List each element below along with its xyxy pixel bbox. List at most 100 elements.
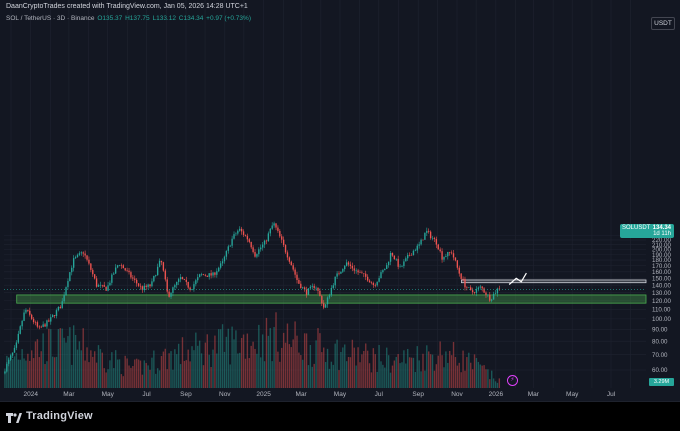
candle <box>63 291 65 304</box>
volume-bar <box>347 356 350 388</box>
candle-body <box>384 268 386 271</box>
candle <box>124 267 126 272</box>
volume-bar <box>456 365 459 388</box>
candle-body <box>155 275 157 276</box>
candle-body <box>345 262 348 266</box>
price-tick-label: 120.00 <box>652 298 671 305</box>
candle <box>170 292 172 300</box>
candle-body <box>254 252 256 257</box>
candle-body <box>296 274 298 280</box>
candle-body <box>288 257 291 262</box>
candle-body <box>410 255 413 256</box>
candle <box>450 250 453 255</box>
volume-bar <box>107 369 109 388</box>
candle-body <box>426 230 428 233</box>
candle-body <box>4 371 6 374</box>
candle-body <box>176 281 178 286</box>
volume-bar <box>206 334 208 388</box>
candle-body <box>429 231 432 239</box>
candle <box>114 264 117 275</box>
candle-body <box>63 295 65 302</box>
candle-body <box>219 263 222 268</box>
candle-body <box>145 285 147 287</box>
candle-body <box>290 261 292 266</box>
volume-bar <box>172 369 174 388</box>
candle <box>19 325 21 335</box>
candle-body <box>435 238 438 245</box>
volume-bar <box>187 349 189 388</box>
candle-body <box>447 251 449 257</box>
candle <box>97 283 100 287</box>
candle <box>239 226 241 232</box>
candle <box>324 303 327 309</box>
volume-bar <box>55 356 58 388</box>
candle-body <box>328 295 331 298</box>
currency-button[interactable]: USDT <box>651 17 675 30</box>
volume-bar <box>387 355 390 388</box>
candle <box>395 258 397 262</box>
candle-body <box>218 267 220 272</box>
volume-bar <box>231 326 233 388</box>
candle <box>208 273 210 280</box>
candle-body <box>491 299 493 301</box>
volume-bar <box>428 351 430 388</box>
candle-body <box>382 270 384 273</box>
candle <box>403 259 405 269</box>
candle-body <box>416 245 418 251</box>
volume-bar <box>319 333 321 388</box>
candle-body <box>93 274 96 279</box>
candle-body <box>475 288 478 293</box>
volume-bar <box>162 351 165 388</box>
volume-bar <box>34 341 37 388</box>
volume-bar <box>9 353 12 388</box>
candle-body <box>170 292 172 297</box>
bolt-icon[interactable]: ⚡ <box>507 375 518 386</box>
volume-bar <box>279 361 281 388</box>
volume-bar <box>93 351 96 388</box>
candle <box>153 275 155 283</box>
candle <box>456 260 459 270</box>
volume-bar <box>19 359 21 388</box>
candle <box>149 283 151 289</box>
legend-change: +0.97 (+0.73%) <box>206 15 251 22</box>
candle <box>174 283 176 291</box>
candle <box>210 270 212 279</box>
volume-bar <box>414 372 417 388</box>
candle-body <box>69 272 71 282</box>
volume-bar <box>305 333 308 388</box>
volume-bar <box>277 351 279 388</box>
plot-background <box>0 0 646 401</box>
candle <box>370 281 373 285</box>
volume-bar <box>485 369 487 388</box>
candle <box>443 256 445 262</box>
time-tick-label: Mar <box>296 391 308 398</box>
candle-body <box>324 304 327 308</box>
candle-body <box>319 290 321 296</box>
tradingview-brand[interactable]: TradingView <box>6 409 93 423</box>
candle <box>50 314 52 325</box>
candle <box>17 330 20 344</box>
candle <box>426 227 428 237</box>
candle-body <box>134 278 136 280</box>
candle-body <box>191 289 193 290</box>
symbol-title[interactable]: SOL / TetherUS · 3D · Binance <box>6 15 95 22</box>
candle <box>361 270 363 274</box>
volume-bar <box>271 361 273 388</box>
volume-bar <box>351 339 354 388</box>
volume-bar <box>42 333 44 388</box>
volume-bar <box>294 321 296 388</box>
volume-bar <box>445 351 447 388</box>
candle <box>487 294 489 298</box>
volume-bar <box>313 363 315 388</box>
candle-body <box>84 253 86 256</box>
candle <box>8 357 10 367</box>
candle <box>485 291 487 298</box>
candle <box>344 264 346 272</box>
candle-body <box>139 285 142 287</box>
candle <box>334 276 336 289</box>
candle <box>86 255 88 262</box>
volume-bar <box>405 363 407 388</box>
candle <box>284 244 287 254</box>
price-tick-label: 220.00 <box>652 237 671 244</box>
